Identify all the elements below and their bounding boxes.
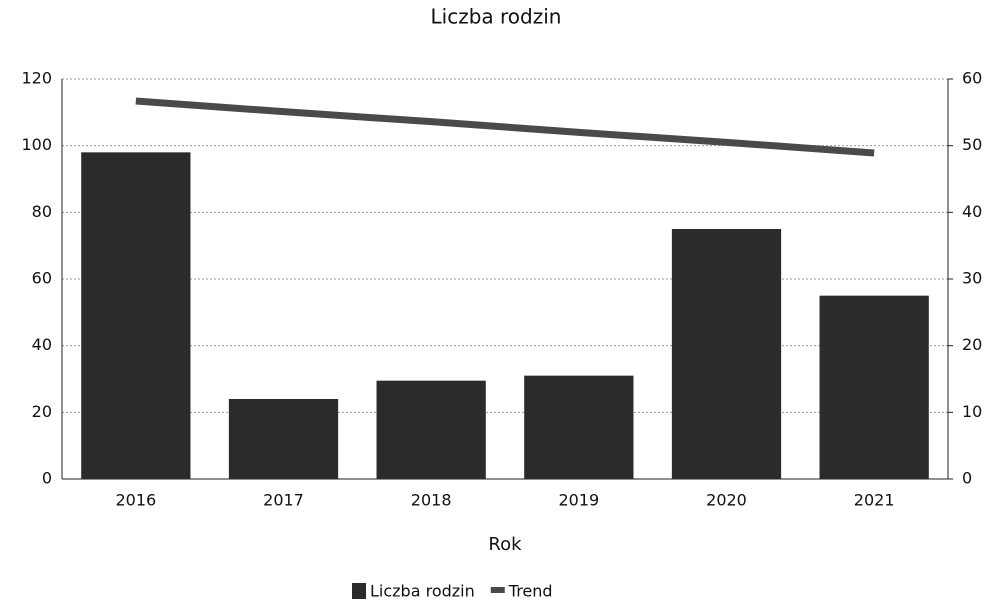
bar <box>819 295 929 479</box>
x-tick-label: 2018 <box>411 491 452 510</box>
y2-tick-label: 30 <box>962 269 982 288</box>
y-tick-label: 100 <box>21 135 52 154</box>
x-axis-label: Rok <box>488 534 522 555</box>
bar <box>376 380 486 479</box>
chart-title: Liczba rodzin <box>431 5 562 29</box>
y-tick-label: 60 <box>32 269 52 288</box>
bar <box>228 399 339 479</box>
trend-line <box>135 97 875 157</box>
bar <box>524 375 634 479</box>
y-tick-label: 0 <box>42 469 52 488</box>
x-tick-label: 2019 <box>558 491 599 510</box>
y2-tick-label: 50 <box>962 135 982 154</box>
legend-label: Liczba rodzin <box>370 582 475 601</box>
y-tick-label: 20 <box>32 402 52 421</box>
legend-label: Trend <box>508 582 553 601</box>
y2-tick-label: 0 <box>962 469 972 488</box>
x-tick-label: 2017 <box>263 491 304 510</box>
y2-tick-label: 40 <box>962 202 982 221</box>
y2-tick-label: 60 <box>962 69 982 88</box>
legend-swatch <box>490 587 505 593</box>
x-tick-label: 2020 <box>706 491 747 510</box>
bar <box>81 152 191 480</box>
bar <box>671 229 782 479</box>
y2-tick-label: 10 <box>962 402 982 421</box>
x-tick-label: 2016 <box>115 491 156 510</box>
y2-tick-label: 20 <box>962 335 982 354</box>
y-tick-label: 40 <box>32 335 52 354</box>
y-tick-label: 80 <box>32 202 52 221</box>
legend-swatch <box>352 583 366 599</box>
x-tick-label: 2021 <box>854 491 895 510</box>
y-tick-label: 120 <box>21 69 52 88</box>
